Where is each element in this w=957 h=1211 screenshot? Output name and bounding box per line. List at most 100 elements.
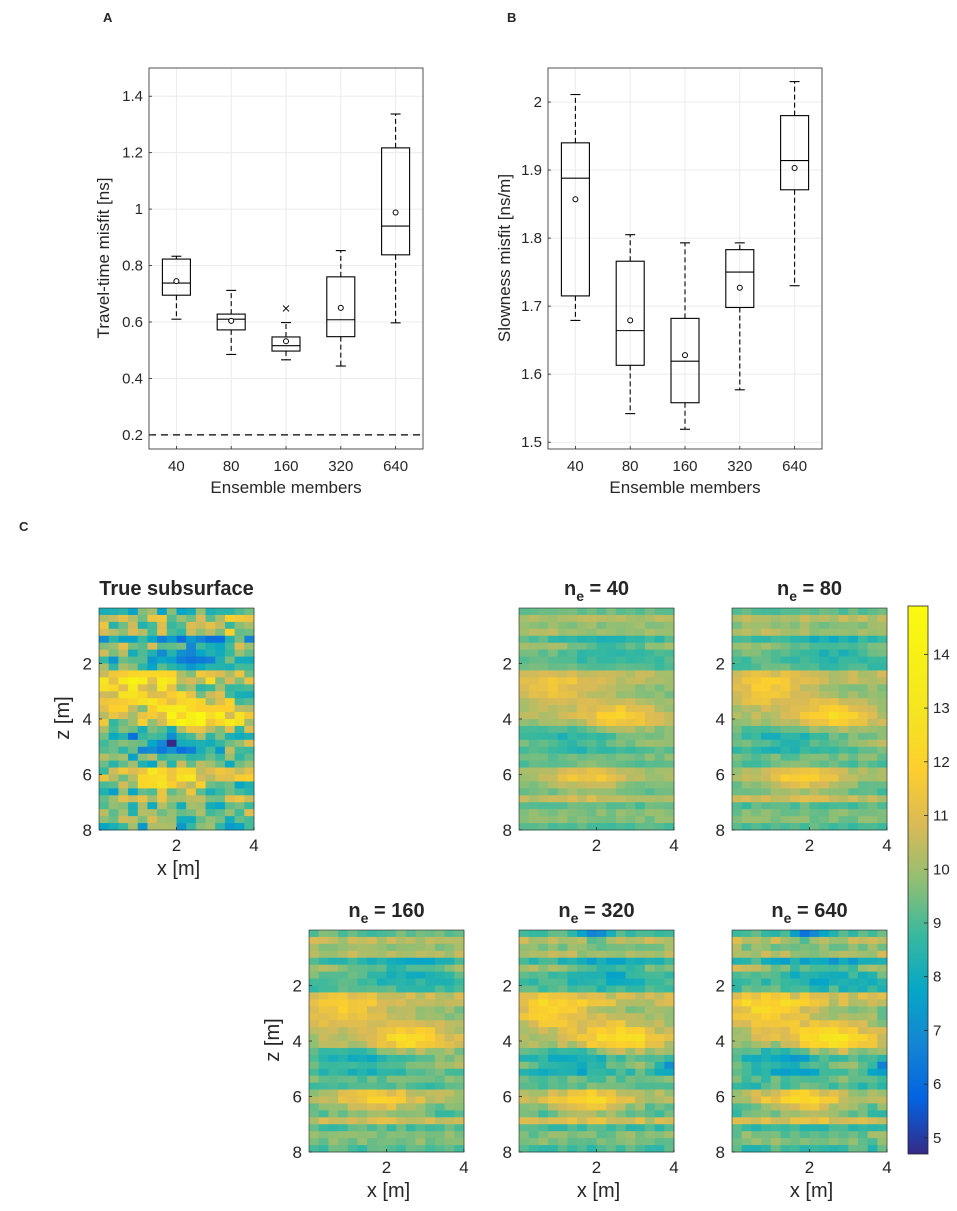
heatmap-cell: [548, 936, 559, 945]
heatmap-cell: [770, 656, 781, 664]
heatmap-cell: [877, 788, 888, 796]
heatmap-cell: [205, 809, 216, 817]
heatmap-cell: [770, 930, 781, 938]
heatmap-cell: [367, 1096, 378, 1104]
heatmap-cell: [780, 950, 791, 959]
heatmap-cell: [538, 957, 549, 966]
heatmap-cell: [770, 1124, 781, 1132]
heatmap-cell: [548, 1082, 559, 1090]
heatmap-cell: [538, 732, 549, 741]
heatmap-cell: [128, 753, 139, 762]
heatmap-cell: [751, 943, 762, 952]
heatmap-cell: [376, 964, 387, 973]
heatmap-cell: [309, 943, 320, 952]
heatmap-cell: [606, 788, 617, 796]
heatmap-cell: [857, 1006, 869, 1014]
heatmap-cell: [347, 943, 358, 952]
heatmap-cell: [244, 677, 255, 685]
heatmap-cell: [405, 1145, 416, 1153]
heatmap-cell: [147, 760, 158, 768]
heatmap-cell: [606, 670, 617, 678]
heatmap-cell: [367, 1020, 378, 1028]
heatmap-cell: [761, 999, 772, 1007]
heatmap-cell: [147, 691, 158, 699]
heatmap-cell: [586, 753, 597, 762]
heatmap-cell: [548, 1089, 559, 1097]
heatmap-cell: [819, 788, 830, 796]
heatmap-cell: [654, 1041, 665, 1049]
heatmap-cell: [519, 677, 530, 685]
heatmap-cell: [664, 1117, 675, 1125]
heatmap-cell: [577, 705, 588, 713]
heatmap-cell: [454, 1138, 465, 1146]
heatmap-cell: [548, 725, 559, 734]
heatmap-cell: [195, 635, 206, 644]
heatmap-cell: [128, 698, 139, 706]
heatmap-cell: [328, 1054, 339, 1063]
box-iqr: [216, 313, 246, 331]
heatmap-cell: [586, 823, 597, 831]
heatmap-cell: [828, 677, 839, 685]
heatmap-cell: [615, 649, 626, 657]
heatmap-cell: [877, 642, 888, 651]
heatmap-cell: [166, 614, 177, 623]
heatmap-cell: [244, 663, 255, 671]
heatmap-cell: [596, 642, 607, 651]
heatmap-cell: [828, 608, 839, 616]
heatmap-cell: [557, 957, 568, 966]
heatmap-cell: [577, 670, 588, 678]
heatmap-cell: [137, 816, 148, 824]
heatmap-cell: [867, 999, 878, 1007]
x-tick-label: 2: [592, 836, 601, 855]
heatmap-cell: [644, 663, 656, 671]
x-tick-label: 4: [669, 836, 678, 855]
heatmap-cell: [519, 635, 530, 644]
heatmap-cell: [819, 753, 830, 762]
heatmap-cell: [867, 1020, 878, 1028]
heatmap-cell: [799, 788, 810, 796]
heatmap-cell: [867, 1096, 878, 1104]
heatmap-cell: [108, 705, 119, 713]
heatmap-cell: [137, 760, 148, 768]
heatmap-cell: [157, 823, 168, 831]
heatmap-cell: [338, 943, 349, 952]
heatmap-cell: [819, 1082, 830, 1090]
heatmap-cell: [770, 677, 781, 685]
heatmap-cell: [625, 1068, 636, 1077]
heatmap-cell: [664, 1089, 675, 1097]
heatmap-cell: [567, 1110, 578, 1118]
heatmap-cell: [205, 608, 216, 616]
heatmap-cell: [606, 1047, 617, 1056]
heatmap-cell: [635, 614, 646, 623]
heatmap-cell: [538, 936, 549, 945]
heatmap-cell: [819, 950, 830, 959]
heatmap-cell: [790, 978, 801, 986]
heatmap-cell: [567, 1138, 578, 1146]
heatmap-cell: [224, 746, 236, 755]
heatmap-cell: [367, 1110, 378, 1118]
heatmap-cell: [137, 719, 148, 727]
heatmap-cell: [434, 1034, 446, 1042]
heatmap-cell: [176, 691, 187, 699]
heatmap-cell: [137, 753, 148, 762]
heatmap-cell: [405, 1068, 416, 1077]
heatmap-cell: [367, 1075, 378, 1084]
heatmap-cell: [790, 1138, 801, 1146]
heatmap-cell: [205, 795, 216, 803]
heatmap-cell: [751, 1006, 762, 1014]
heatmap-cell: [635, 691, 646, 699]
heatmap-cell: [118, 628, 129, 637]
heatmap-cell: [596, 1131, 607, 1139]
heatmap-cell: [664, 1041, 675, 1049]
heatmap-cell: [809, 985, 820, 993]
heatmap-cell: [877, 691, 888, 699]
heatmap-cell: [877, 1020, 888, 1028]
box-iqr: [381, 147, 411, 256]
heatmap-cell: [625, 788, 636, 796]
heatmap-cell: [176, 614, 187, 623]
heatmap-cell: [867, 992, 878, 1000]
heatmap-cell: [405, 1110, 416, 1118]
heatmap-cell: [838, 760, 849, 768]
heatmap-cell: [654, 1124, 665, 1132]
heatmap-cell: [557, 1068, 568, 1077]
